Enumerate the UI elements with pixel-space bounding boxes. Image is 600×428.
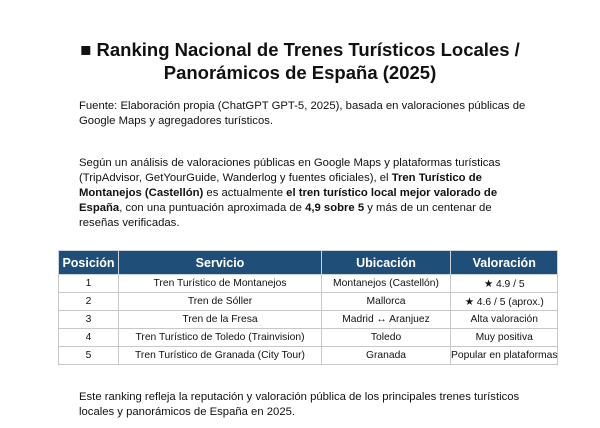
cell-position: 4 bbox=[58, 328, 119, 347]
intro-text: es actualmente bbox=[203, 187, 287, 199]
table-header-row: Posición Servicio Ubicación Valoración bbox=[58, 250, 559, 275]
cell-location: Montanejos (Castellón) bbox=[321, 274, 451, 293]
cell-service: Tren Turístico de Granada (City Tour) bbox=[118, 346, 322, 365]
intro-paragraph: Según un análisis de valoraciones públic… bbox=[79, 156, 534, 231]
cell-position: 1 bbox=[58, 274, 119, 293]
table-row: 3 Tren de la Fresa Madrid ↔ Aranjuez Alta v… bbox=[58, 310, 559, 329]
cell-service: Tren Turístico de Toledo (Trainvision) bbox=[118, 328, 322, 347]
header-rating: Valoración bbox=[449, 250, 559, 275]
page-title: ■ Ranking Nacional de Trenes Turísticos … bbox=[0, 38, 600, 84]
intro-bold: 4,9 sobre 5 bbox=[305, 202, 365, 214]
title-line-1: ■ Ranking Nacional de Trenes Turísticos … bbox=[80, 39, 520, 60]
cell-service: Tren de Sóller bbox=[118, 292, 322, 311]
intro-bold: Tren Turístico de Montanejos (Castellón) bbox=[79, 172, 482, 199]
header-service: Servicio bbox=[118, 250, 322, 275]
intro-text: , con una puntuación aproximada de bbox=[119, 202, 306, 214]
cell-rating: Alta valoración bbox=[449, 310, 559, 329]
intro-bold: el tren turístico local mejor valorado d… bbox=[79, 187, 498, 214]
intro-text: y más de un centenar de reseñas verifica… bbox=[79, 202, 492, 229]
cell-position: 3 bbox=[58, 310, 119, 329]
cell-position: 2 bbox=[58, 292, 119, 311]
cell-rating: ★ 4.9 / 5 bbox=[449, 274, 559, 293]
cell-location: Granada bbox=[321, 346, 451, 365]
cell-position: 5 bbox=[58, 346, 119, 365]
ranking-table: Posición Servicio Ubicación Valoración 1… bbox=[58, 250, 559, 365]
cell-location: Toledo bbox=[321, 328, 451, 347]
cell-service: Tren Turístico de Montanejos bbox=[118, 274, 322, 293]
source-note: Fuente: Elaboración propia (ChatGPT GPT-… bbox=[79, 100, 526, 127]
cell-rating: ★ 4.6 / 5 (aprox.) bbox=[449, 292, 559, 311]
header-location: Ubicación bbox=[321, 250, 451, 275]
cell-location: Madrid ↔ Aranjuez bbox=[321, 310, 451, 329]
table-row: 1 Tren Turístico de Montanejos Montanejos … bbox=[58, 274, 559, 293]
conclusion-text: Este ranking refleja la reputación y val… bbox=[79, 391, 520, 418]
table-row: 2 Tren de Sóller Mallorca ★ 4.6 / 5 (aprox.… bbox=[58, 292, 559, 311]
table-row: 4 Tren Turístico de Toledo (Trainvision) T… bbox=[58, 328, 559, 347]
table-row: 5 Tren Turístico de Granada (City Tour) Gr… bbox=[58, 346, 559, 365]
cell-rating: Popular en plataformas bbox=[449, 346, 559, 365]
title-line-2: Panorámicos de España (2025) bbox=[163, 62, 437, 83]
cell-location: Mallorca bbox=[321, 292, 451, 311]
cell-service: Tren de la Fresa bbox=[118, 310, 322, 329]
header-position: Posición bbox=[58, 250, 119, 275]
cell-rating: Muy positiva bbox=[449, 328, 559, 347]
intro-text: Según un análisis de valoraciones públic… bbox=[79, 157, 501, 184]
